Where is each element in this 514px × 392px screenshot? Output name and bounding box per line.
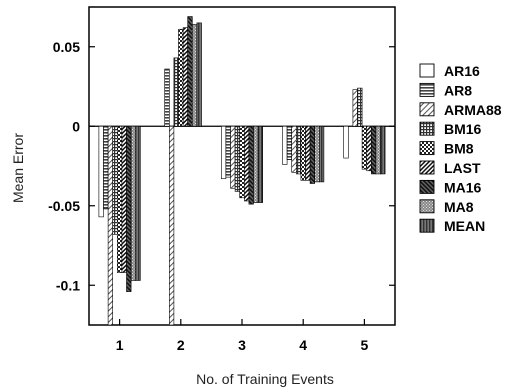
bar-last-3 <box>244 125 250 202</box>
bar-ma8-3 <box>253 125 259 203</box>
bar-mean-3 <box>257 125 264 203</box>
legend-item: AR16 <box>419 63 480 79</box>
legend-swatch <box>419 199 435 214</box>
bar-bm8-3 <box>239 125 245 199</box>
bar-bm16-4 <box>295 125 302 175</box>
bar-bm16-3 <box>234 125 241 192</box>
bar-arma88-2 <box>169 125 175 326</box>
bar-ma8-5 <box>375 125 381 175</box>
bar-bm16-2 <box>173 57 179 127</box>
bar-ma8-2 <box>192 24 198 127</box>
bar-mean-4 <box>318 125 325 183</box>
legend-swatch <box>419 218 435 233</box>
bar-ma16-3 <box>248 125 254 205</box>
y-axis-title: Mean Error <box>10 133 26 203</box>
y-axis: 0.05 0 -0.05 -0.1 <box>48 39 395 293</box>
bar-mean-1 <box>135 125 141 281</box>
x-tick-label: 4 <box>299 337 307 353</box>
bar-mean-2 <box>196 22 202 127</box>
legend-label: BM8 <box>444 141 474 157</box>
bar-ma8-4 <box>314 125 320 183</box>
legend-item: LAST <box>419 160 481 176</box>
bar-bm8-2 <box>178 28 184 127</box>
bar-ma16-2 <box>187 16 193 127</box>
bar-last-1 <box>121 125 127 273</box>
legend-swatch <box>419 102 435 117</box>
bar-bm8-1 <box>117 125 123 273</box>
bar-bm8-5 <box>361 125 368 170</box>
legend-label: AR16 <box>444 63 480 79</box>
bar-ar16-3 <box>221 125 227 180</box>
legend-item: MEAN <box>419 218 485 234</box>
bar-arma88-4 <box>291 125 297 173</box>
legend-swatch <box>419 179 435 194</box>
legend-item: BM16 <box>419 121 482 137</box>
legend-label: MEAN <box>444 218 485 234</box>
bar-bm8-4 <box>300 125 306 181</box>
legend-item: ARMA88 <box>419 102 502 118</box>
bar-arma88-3 <box>230 125 236 189</box>
legend-label: MA8 <box>444 199 474 215</box>
x-tick-label: 1 <box>116 337 124 353</box>
bar-ma8-1 <box>130 125 137 281</box>
legend-label: MA16 <box>444 179 482 195</box>
bar-ma16-1 <box>126 125 132 292</box>
bar-ar16-1 <box>98 125 104 218</box>
legend-item: BM8 <box>419 141 474 157</box>
bar-ar8-2 <box>164 68 170 127</box>
y-tick-label: 0 <box>72 118 80 134</box>
bar-last-2 <box>182 27 189 127</box>
bar-ma16-4 <box>309 125 316 184</box>
bar-ar16-4 <box>282 125 288 165</box>
bar-ar8-4 <box>286 125 293 160</box>
x-tick-label: 5 <box>361 337 369 353</box>
legend-label: BM16 <box>444 121 482 137</box>
y-tick-label: 0.05 <box>53 39 80 55</box>
legend: AR16 AR8 ARMA88 BM16 BM8 LAST MA16 MA8 MEAN <box>419 63 502 234</box>
bar-bm16-1 <box>112 125 118 235</box>
x-axis-title: No. of Training Events <box>196 371 334 387</box>
legend-swatch <box>419 63 435 78</box>
bar-arma88-5 <box>352 89 358 127</box>
legend-item: MA8 <box>419 199 474 215</box>
legend-item: MA16 <box>419 179 482 195</box>
y-tick-label: -0.05 <box>48 198 80 214</box>
bar-bm16-5 <box>357 87 363 127</box>
bar-arma88-1 <box>107 125 113 326</box>
legend-label: ARMA88 <box>444 102 502 118</box>
legend-label: AR8 <box>444 82 472 98</box>
x-tick-label: 3 <box>238 337 246 353</box>
bar-ar8-1 <box>103 125 109 210</box>
bar-ma16-5 <box>370 125 377 175</box>
bar-ar8-3 <box>225 125 231 178</box>
x-axis: 1 2 3 4 5 <box>116 319 369 353</box>
legend-swatch <box>419 141 435 156</box>
bar-mean-5 <box>380 125 386 175</box>
legend-swatch <box>419 82 435 97</box>
legend-swatch <box>419 121 435 136</box>
plot-area <box>88 6 396 326</box>
legend-swatch <box>419 160 435 175</box>
bar-ar16-5 <box>343 125 349 159</box>
y-tick-label: -0.1 <box>56 277 80 293</box>
legend-label: LAST <box>444 160 481 176</box>
x-tick-label: 2 <box>177 337 185 353</box>
legend-item: AR8 <box>419 82 472 98</box>
bar-last-5 <box>366 125 372 172</box>
bar-last-4 <box>305 125 311 181</box>
